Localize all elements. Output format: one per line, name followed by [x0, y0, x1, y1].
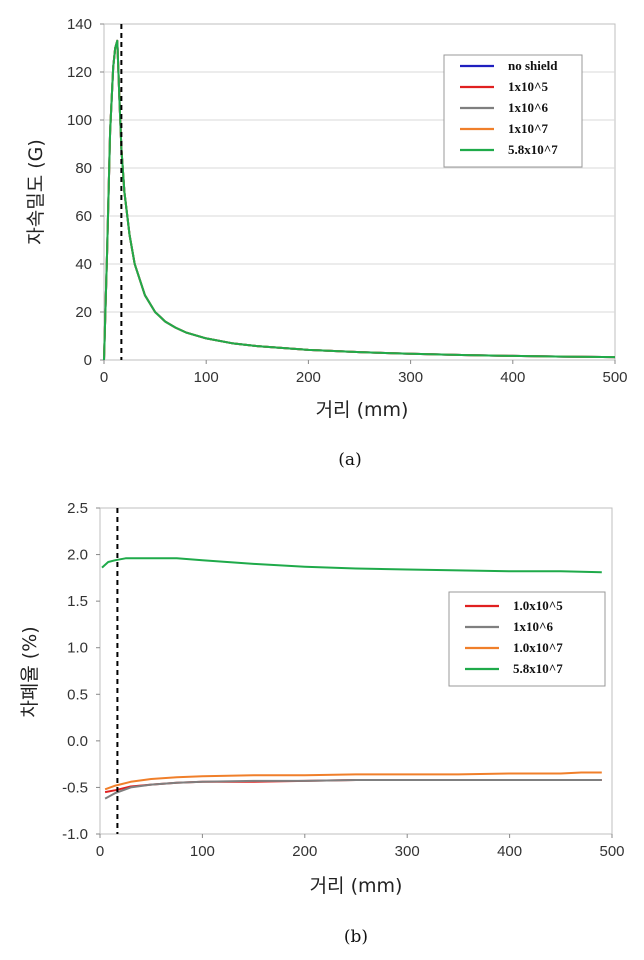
y-tick-label: 0.5: [67, 686, 88, 703]
legend-label: 1x10^6: [513, 619, 554, 634]
legend-label: no shield: [508, 58, 558, 73]
series-a: [103, 39, 616, 361]
x-axis-label-b: 거리 (mm): [310, 875, 403, 897]
y-tick-label: 140: [67, 16, 92, 33]
chart-a: 0 100 200 300 400 500 0 20 40 60 80 100 120 140 거리 (…: [25, 16, 628, 470]
legend-label: 1.0x10^5: [513, 598, 563, 613]
y-tick-label: 2.5: [67, 500, 88, 517]
y-tick-label: 120: [67, 64, 92, 81]
legend-label: 5.8x10^7: [513, 661, 563, 676]
x-tick-label: 300: [395, 843, 420, 860]
y-tick-label: 2.0: [67, 547, 88, 564]
y-tick-label: 60: [75, 208, 92, 225]
caption-b: (b): [344, 927, 368, 947]
legend-a: no shield 1x10^5 1x10^6 1x10^7 5.8x10^7: [443, 54, 583, 168]
x-ticks-a: 0 100 200 300 400 500: [100, 360, 628, 386]
x-ticks-b: 0 100 200 300 400 500: [96, 834, 625, 860]
y-axis-label-b: 차폐율 (%): [19, 626, 41, 717]
legend-label: 1.0x10^7: [513, 640, 563, 655]
series-line-2: [104, 771, 602, 791]
series-line-4: [103, 39, 616, 361]
y-ticks-a: 0 20 40 60 80 100 120 140: [67, 16, 104, 369]
caption-a: (a): [338, 450, 361, 470]
y-tick-label: 80: [75, 160, 92, 177]
x-tick-label: 200: [292, 843, 317, 860]
x-tick-label: 300: [398, 369, 423, 386]
x-tick-label: 0: [96, 843, 104, 860]
legend-box-a: [443, 54, 583, 168]
y-tick-label: 100: [67, 112, 92, 129]
series-line-3: [101, 557, 602, 574]
legend-label: 1x10^7: [508, 121, 549, 136]
y-axis-label-a: 자속밀도 (G): [25, 139, 47, 245]
x-tick-label: 500: [599, 843, 624, 860]
x-tick-label: 400: [497, 843, 522, 860]
legend-box-b: [448, 591, 606, 687]
y-tick-label: 20: [75, 304, 92, 321]
y-tick-label: -1.0: [62, 826, 88, 843]
y-ticks-b: -1.0 -0.5 0.0 0.5 1.0 1.5 2.0 2.5: [62, 500, 100, 843]
x-axis-label-a: 거리 (mm): [316, 399, 409, 421]
x-tick-label: 400: [500, 369, 525, 386]
legend-label: 1x10^6: [508, 100, 549, 115]
x-tick-label: 200: [296, 369, 321, 386]
x-tick-label: 100: [190, 843, 215, 860]
x-tick-label: 500: [602, 369, 627, 386]
chart-b: 0 100 200 300 400 500 -1.0 -0.5 0.0 0.5 1.0 1.5 2.0…: [19, 500, 625, 947]
series-b: [101, 557, 602, 800]
y-tick-label: 1.0: [67, 640, 88, 657]
legend-label: 1x10^5: [508, 79, 549, 94]
legend-label: 5.8x10^7: [508, 142, 558, 157]
x-tick-label: 100: [194, 369, 219, 386]
y-tick-label: 1.5: [67, 593, 88, 610]
y-tick-label: -0.5: [62, 779, 88, 796]
x-tick-label: 0: [100, 369, 108, 386]
y-tick-label: 40: [75, 256, 92, 273]
series-line-1: [104, 779, 602, 800]
legend-b: 1.0x10^5 1x10^6 1.0x10^7 5.8x10^7: [448, 591, 606, 687]
y-tick-label: 0: [84, 352, 92, 369]
y-tick-label: 0.0: [67, 733, 88, 750]
